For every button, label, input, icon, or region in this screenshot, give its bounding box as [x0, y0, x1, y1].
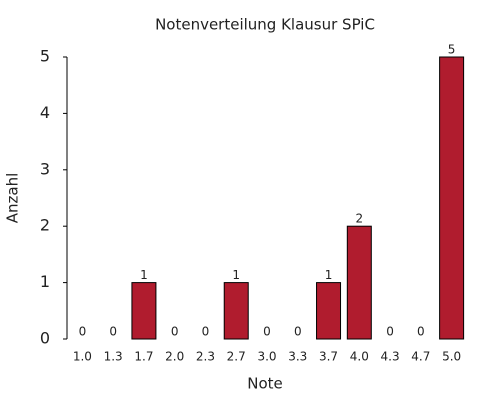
- value-label: 5: [448, 43, 456, 57]
- x-tick-label: 2.7: [227, 350, 246, 364]
- x-tick-label: 4.7: [411, 350, 430, 364]
- x-tick-label: 5.0: [442, 350, 461, 364]
- y-tick-label: 0: [40, 329, 50, 348]
- bar: [131, 282, 157, 340]
- x-tick-label: 3.0: [257, 350, 276, 364]
- value-label: 0: [294, 325, 302, 339]
- bar: [346, 225, 372, 340]
- value-label: 1: [232, 268, 240, 282]
- value-label: 2: [355, 212, 363, 226]
- x-tick-label: 3.7: [319, 350, 338, 364]
- bar: [439, 56, 465, 340]
- x-tick-label: 1.3: [104, 350, 123, 364]
- value-label: 0: [109, 325, 117, 339]
- y-tick-label: 1: [40, 272, 50, 291]
- value-label: 0: [171, 325, 179, 339]
- y-tick-label: 4: [40, 103, 50, 122]
- value-label: 0: [79, 325, 87, 339]
- x-tick-label: 2.0: [165, 350, 184, 364]
- x-tick-label: 4.3: [381, 350, 400, 364]
- value-label: 1: [325, 268, 333, 282]
- chart-title: Notenverteilung Klausur SPiC: [155, 16, 375, 34]
- value-label: 1: [140, 268, 148, 282]
- y-tick-label: 2: [40, 216, 50, 235]
- x-tick-label: 4.0: [350, 350, 369, 364]
- value-label: 0: [386, 325, 394, 339]
- x-tick-label: 2.3: [196, 350, 215, 364]
- bar: [316, 282, 342, 340]
- bar: [223, 282, 249, 340]
- x-tick-label: 1.0: [73, 350, 92, 364]
- x-tick-label: 3.3: [288, 350, 307, 364]
- value-label: 0: [263, 325, 271, 339]
- y-axis-label: Anzahl: [4, 173, 22, 224]
- x-tick-label: 1.7: [134, 350, 153, 364]
- y-tick-label: 3: [40, 159, 50, 178]
- y-tick-label: 5: [40, 47, 50, 66]
- value-label: 0: [417, 325, 425, 339]
- x-axis-label: Note: [247, 375, 283, 393]
- value-label: 0: [202, 325, 210, 339]
